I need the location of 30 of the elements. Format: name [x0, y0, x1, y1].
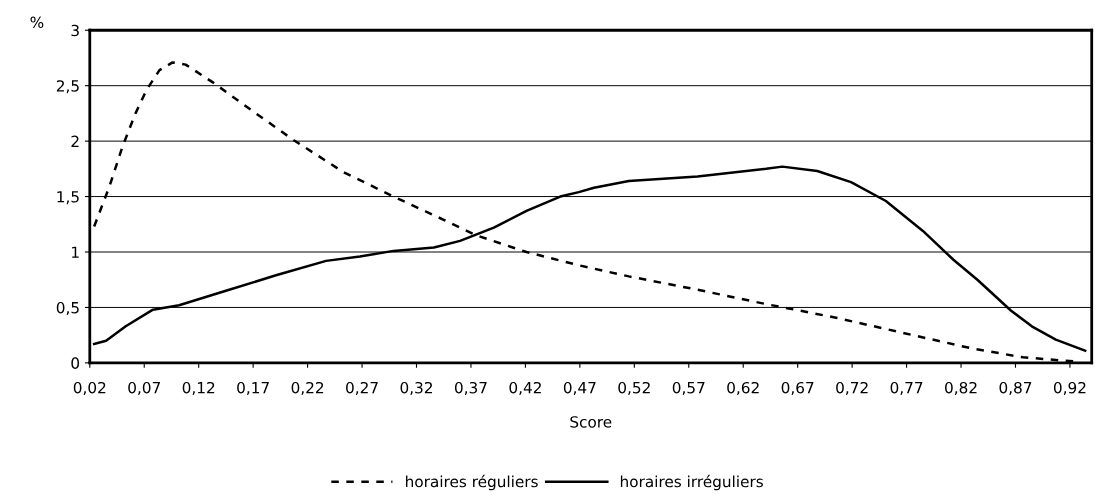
x-tick-label: 0,72 [836, 381, 868, 396]
x-tick-label: 0,22 [291, 381, 324, 396]
legend-label: horaires irréguliers [620, 474, 763, 491]
x-tick-label: 0,77 [890, 381, 923, 396]
x-tick-label: 0,27 [346, 381, 378, 396]
x-tick-label: 0,52 [618, 381, 650, 396]
y-axis-title: % [30, 16, 44, 29]
x-tick-label: 0,12 [182, 381, 215, 396]
x-tick-label: 0,17 [237, 381, 269, 396]
x-tick-label: 0,37 [454, 381, 487, 396]
y-tick-label: 1 [72, 246, 79, 258]
x-tick-label: 0,32 [400, 381, 432, 396]
x-tick-label: 0,07 [128, 381, 160, 396]
x-tick-label: 0,62 [727, 381, 759, 396]
x-tick-label: 0,92 [1053, 381, 1086, 396]
y-tick-label: 1,5 [57, 191, 79, 205]
x-tick-label: 0,02 [73, 381, 106, 396]
x-axis-title: Score [570, 416, 612, 428]
y-tick-label: 2 [71, 135, 79, 147]
y-tick-label: 0,5 [56, 301, 79, 316]
y-tick-label: 2,5 [56, 80, 79, 94]
x-tick-label: 0,47 [563, 381, 596, 396]
x-tick-label: 0,82 [945, 381, 977, 396]
x-tick-label: 0,42 [509, 381, 541, 396]
x-tick-label: 0,87 [999, 381, 1032, 396]
legend-label: horaires réguliers [406, 474, 538, 491]
x-tick-label: 0,57 [672, 381, 705, 396]
y-tick-label: 0 [71, 357, 80, 369]
y-tick-label: 3 [71, 24, 79, 37]
x-tick-label: 0,67 [781, 381, 814, 396]
